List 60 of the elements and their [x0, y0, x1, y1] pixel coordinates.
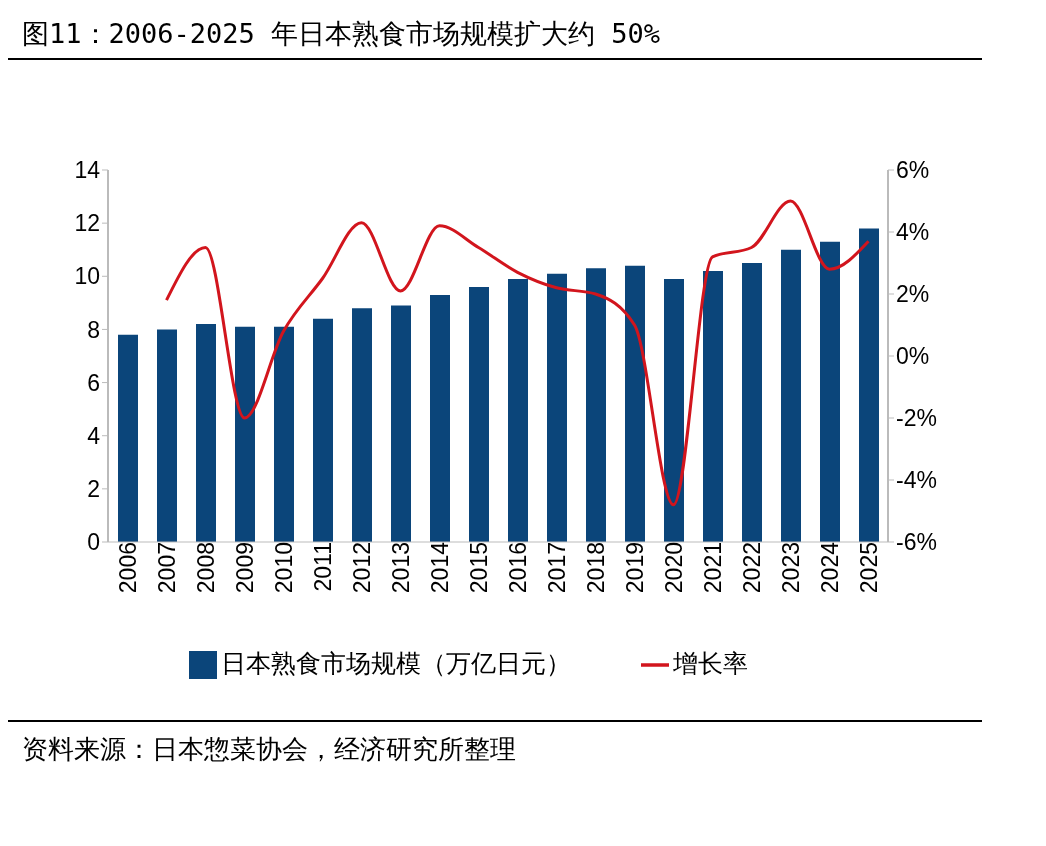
x-tick-label: 2008: [192, 542, 219, 594]
legend-label: 日本熟食市场规模（万亿日元）: [220, 649, 571, 677]
y-tick-label: 6: [87, 369, 100, 396]
bar: [235, 326, 255, 542]
x-tick-label: 2019: [621, 542, 648, 594]
bar: [430, 294, 450, 542]
x-tick-label: 2006: [114, 542, 141, 594]
y2-tick-label: 2%: [896, 281, 930, 308]
y-tick-label: 14: [74, 157, 101, 184]
x-tick-label: 2007: [153, 542, 180, 594]
y2-tick-label: 6%: [896, 157, 930, 184]
line-series: [165, 199, 870, 507]
bar: [196, 324, 216, 542]
x-tick-label: 2014: [426, 541, 453, 594]
x-tick-label: 2009: [231, 542, 258, 594]
x-tick-label: 2017: [543, 542, 570, 594]
bar: [859, 228, 879, 542]
x-tick-label: 2024: [816, 541, 843, 594]
x-tick-label: 2022: [738, 542, 765, 594]
bar: [781, 249, 801, 542]
y2-tick-label: -4%: [896, 467, 937, 494]
bar: [625, 265, 645, 542]
x-tick-label: 2020: [660, 542, 687, 594]
y-tick-label: 4: [87, 422, 101, 449]
chart-title: 图11：2006-2025 年日本熟食市场规模扩大约 50%: [8, 8, 982, 60]
x-tick-label: 2016: [504, 542, 531, 594]
y2-tick-label: -6%: [896, 529, 937, 556]
y2-tick-label: 0%: [896, 343, 930, 370]
bar: [352, 308, 372, 542]
bar: [274, 326, 294, 542]
bar: [586, 268, 606, 542]
legend-label: 增长率: [672, 649, 748, 677]
bar: [391, 305, 411, 542]
bar: [820, 241, 840, 542]
y-tick-label: 10: [74, 263, 100, 290]
x-tick-label: 2023: [777, 542, 804, 594]
x-tick-label: 2025: [855, 542, 882, 594]
x-tick-label: 2015: [465, 542, 492, 594]
bar: [742, 263, 762, 542]
x-tick-label: 2013: [387, 542, 414, 594]
x-tick-label: 2012: [348, 542, 375, 594]
y-tick-label: 2: [87, 476, 100, 503]
bar: [118, 334, 138, 542]
bar: [469, 286, 489, 542]
x-tick-label: 2011: [309, 542, 336, 592]
y-tick-label: 0: [87, 529, 100, 556]
bar: [547, 273, 567, 542]
bar: [508, 278, 528, 542]
bar: [703, 270, 723, 542]
x-tick-label: 2021: [699, 542, 726, 594]
text: 资料来源：日本惣菜协会，经济研究所整理: [22, 733, 517, 766]
bar: [664, 278, 684, 542]
x-tick-label: 2018: [582, 542, 609, 594]
y-tick-label: 8: [87, 316, 100, 343]
x-tick-label: 2010: [270, 542, 297, 594]
y-tick-label: 12: [74, 210, 100, 237]
bar: [313, 318, 333, 542]
y2-tick-label: -2%: [896, 405, 937, 432]
bar: [157, 329, 177, 542]
y2-tick-label: 4%: [896, 219, 930, 246]
